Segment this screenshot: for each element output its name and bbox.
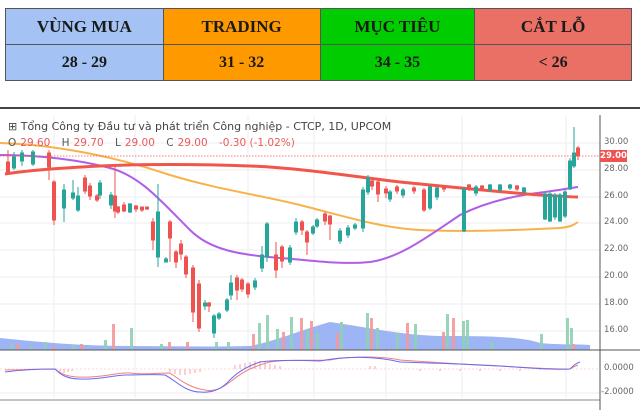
chart-legend: ⊞ Tổng Công ty Đầu tư và phát triển Công… (8, 120, 391, 133)
macd-tick: 0.0000 (604, 363, 634, 373)
zone-value-target: 34 - 35 (319, 44, 476, 81)
macd-pane (0, 356, 600, 393)
low-value: 29.00 (124, 137, 155, 149)
close-value: 29.00 (177, 137, 208, 149)
price-tick: 20.00 (604, 271, 629, 281)
macd-tick: -2.0000 (601, 387, 634, 397)
price-tick: 28.00 (604, 164, 629, 174)
last-price-tag: 29.00 (600, 150, 627, 162)
zone-value-stoploss: < 26 (474, 44, 632, 81)
expand-icon[interactable]: ⊞ (8, 120, 18, 133)
zone-header-buy: VÙNG MUA (5, 8, 164, 45)
ma-purple-line (0, 154, 579, 264)
ma-orange-line (0, 142, 579, 232)
high-value: 29.70 (73, 137, 104, 149)
close-label: C (166, 137, 174, 149)
change-value: -0.30 (-1.02%) (219, 137, 295, 149)
chart-top-border (0, 107, 640, 109)
trade-zones-table: VÙNG MUA TRADING MỤC TIÊU CẮT LỖ 28 - 29… (5, 8, 632, 81)
grid-lines (0, 115, 600, 398)
high-label: H (61, 137, 70, 149)
open-value: 29.60 (20, 137, 51, 149)
candlesticks (6, 127, 580, 338)
price-tick: 26.00 (604, 191, 629, 201)
open-label: O (8, 137, 17, 149)
zone-value-trading: 31 - 32 (162, 44, 321, 81)
chart-title: Tổng Công ty Đầu tư và phát triển Công n… (20, 120, 392, 133)
ma-red-line (4, 163, 579, 199)
price-tick: 22.00 (604, 244, 629, 254)
price-chart[interactable] (0, 109, 640, 410)
ohlc-values: O 29.60 H 29.70 L 29.00 C 29.00 -0.30 (-1.02… (8, 137, 299, 149)
price-tick: 24.00 (604, 217, 629, 227)
price-tick: 30.00 (604, 137, 629, 147)
zone-header-trading: TRADING (162, 8, 321, 45)
price-tick: 18.00 (604, 298, 629, 308)
zone-value-buy: 28 - 29 (5, 44, 164, 81)
zone-header-target: MỤC TIÊU (319, 8, 476, 45)
price-tick: 16.00 (604, 325, 629, 335)
low-label: L (114, 137, 121, 149)
volume-bars (0, 313, 590, 350)
zone-header-stoploss: CẮT LỖ (474, 8, 632, 45)
